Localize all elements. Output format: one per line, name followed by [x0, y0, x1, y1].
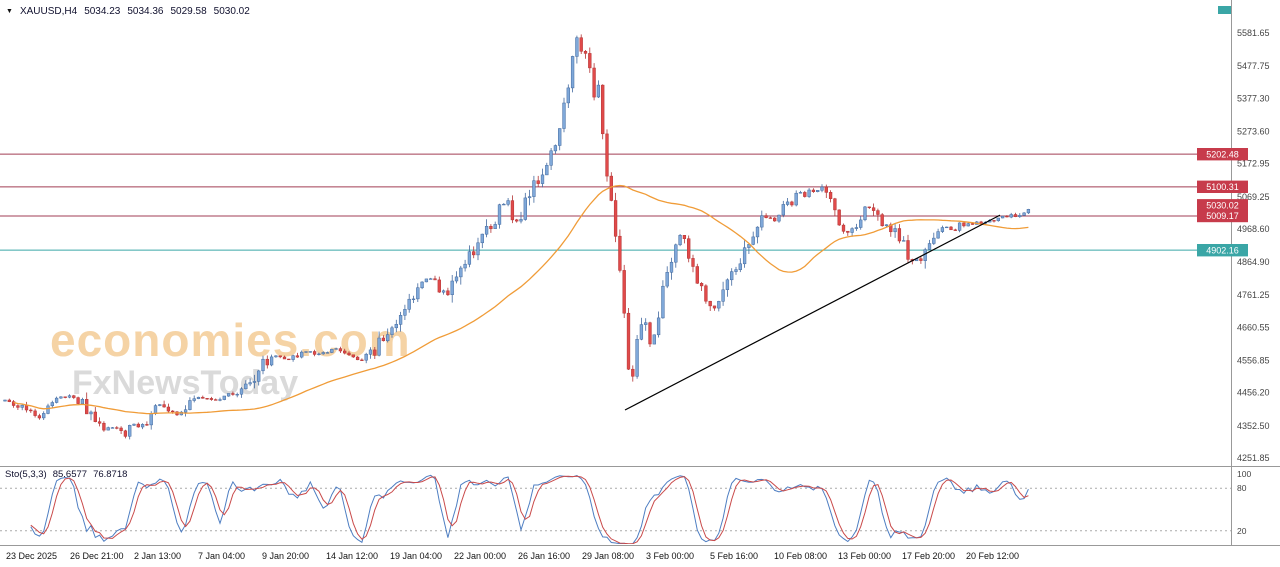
time-axis-label: 19 Jan 04:00 — [390, 551, 443, 561]
stochastic-scale-label: 20 — [1237, 526, 1247, 536]
price-axis[interactable]: 5581.65 5477.75 5377.30 5273.60 5172.95 5069.… — [1237, 28, 1270, 463]
scroll-anchor-indicator[interactable] — [1218, 6, 1231, 14]
watermark-line2: FxNewsToday — [72, 364, 299, 403]
price-level-text: 4902.16 — [1206, 245, 1239, 255]
ohlc-close-value: 5030.02 — [213, 6, 250, 17]
time-axis-label: 7 Jan 04:00 — [198, 551, 246, 561]
time-axis-label: 13 Feb 00:00 — [838, 551, 892, 561]
chart-header: ▼ XAUUSD,H4 5034.23 5034.36 5029.58 5030… — [6, 6, 250, 17]
price-axis-label: 4352.50 — [1237, 421, 1270, 431]
symbol-dropdown-icon[interactable]: ▼ — [6, 7, 13, 15]
time-axis-label: 5 Feb 16:00 — [710, 551, 759, 561]
time-axis-label: 26 Jan 16:00 — [518, 551, 571, 561]
watermark-line1: economies.com — [50, 314, 411, 366]
time-axis-label: 26 Dec 21:00 — [70, 551, 124, 561]
ohlc-high-value: 5034.36 — [127, 6, 164, 17]
candles-series — [3, 34, 1031, 440]
price-level-label[interactable] — [1197, 148, 1248, 161]
price-level-text: 5100.31 — [1206, 182, 1239, 192]
time-axis-label: 10 Feb 08:00 — [774, 551, 828, 561]
time-axis[interactable]: 23 Dec 2025 26 Dec 21:00 2 Jan 13:00 7 Jan … — [0, 549, 1280, 567]
stochastic-scale: 100 80 20 — [1237, 469, 1251, 536]
stochastic-d-line — [30, 475, 1029, 544]
price-level-label[interactable] — [1197, 244, 1248, 257]
price-level-text: 5009.17 — [1206, 211, 1239, 221]
stochastic-name: Sto(5,3,3) — [5, 469, 47, 480]
trend-line[interactable] — [624, 214, 1001, 411]
time-axis-label: 22 Jan 00:00 — [454, 551, 507, 561]
watermark: economies.com FxNewsToday — [50, 316, 411, 402]
ohlc-low-value: 5029.58 — [170, 6, 207, 17]
time-axis-label: 3 Feb 00:00 — [646, 551, 695, 561]
stochastic-header: Sto(5,3,3) 85.6577 76.8718 — [5, 469, 127, 480]
symbol-timeframe-label: XAUUSD,H4 — [19, 6, 78, 17]
main-plot — [0, 34, 1231, 440]
price-axis-label: 4251.85 — [1237, 453, 1270, 463]
time-axis-label: 14 Jan 12:00 — [326, 551, 379, 561]
price-axis-label: 4864.90 — [1237, 257, 1270, 267]
stochastic-value-d: 76.8718 — [93, 469, 128, 480]
price-axis-label: 5273.60 — [1237, 127, 1270, 137]
stochastic-value-k: 85.6577 — [52, 469, 88, 480]
ohlc-open-value: 5034.23 — [84, 6, 121, 17]
price-level-text: 5202.48 — [1206, 149, 1239, 159]
price-axis-label: 5377.30 — [1237, 93, 1270, 103]
price-level-label[interactable] — [1197, 180, 1248, 193]
stochastic-k-line — [30, 474, 1029, 544]
time-axis-label: 2 Jan 13:00 — [134, 551, 182, 561]
price-axis-label: 5477.75 — [1237, 61, 1270, 71]
price-axis-label: 5069.25 — [1237, 192, 1270, 202]
price-axis-label: 4456.20 — [1237, 388, 1270, 398]
stochastic-scale-label: 100 — [1237, 469, 1251, 479]
stochastic-scale-label: 80 — [1237, 483, 1247, 493]
time-axis-label: 9 Jan 20:00 — [262, 551, 310, 561]
price-axis-label: 4968.60 — [1237, 224, 1270, 234]
price-axis-label: 5581.65 — [1237, 28, 1270, 38]
time-axis-label: 17 Feb 20:00 — [902, 551, 956, 561]
stochastic-plot — [0, 474, 1231, 544]
price-axis-label: 5172.95 — [1237, 159, 1270, 169]
current-price-label — [1197, 199, 1248, 212]
current-price-text: 5030.02 — [1206, 201, 1239, 211]
price-axis-label: 4556.85 — [1237, 356, 1270, 366]
time-axis-label: 20 Feb 12:00 — [966, 551, 1020, 561]
price-axis-label: 4660.55 — [1237, 322, 1270, 332]
moving-average-line — [13, 184, 1029, 415]
time-axis-label: 29 Jan 08:00 — [582, 551, 635, 561]
price-level-label[interactable] — [1197, 209, 1248, 223]
price-axis-label: 4761.25 — [1237, 290, 1270, 300]
time-axis-label: 23 Dec 2025 — [6, 551, 58, 561]
